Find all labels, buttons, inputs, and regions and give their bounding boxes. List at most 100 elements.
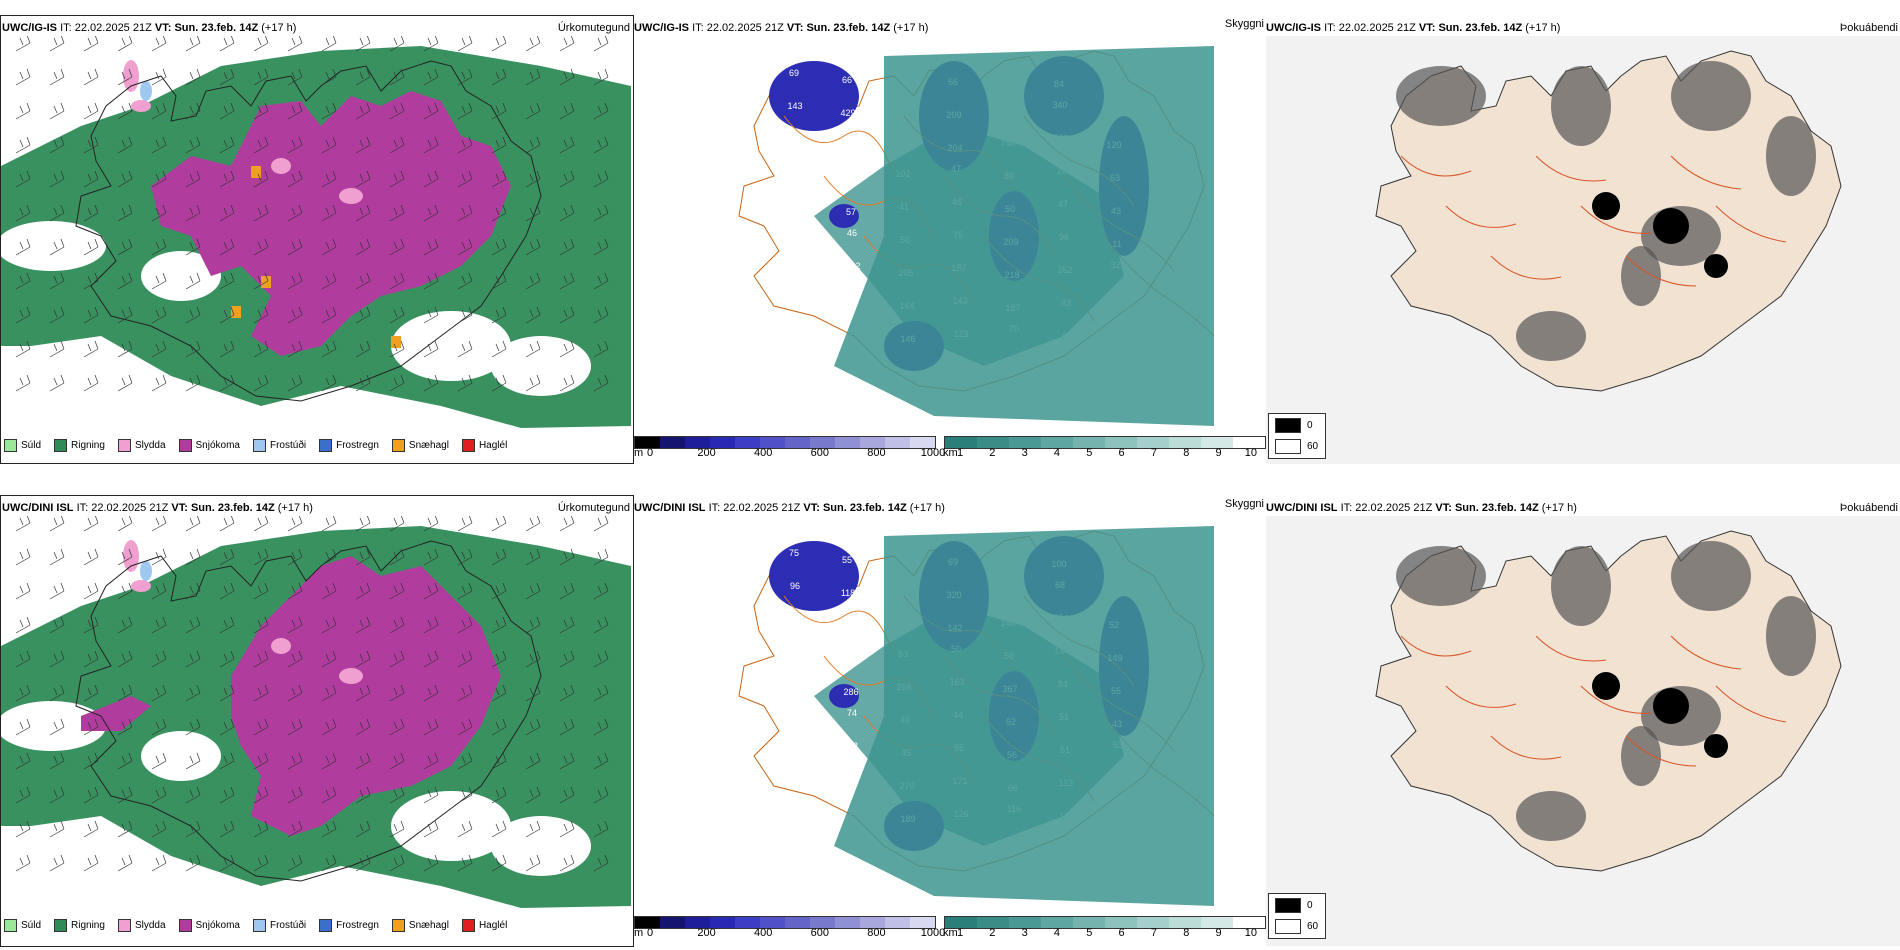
fog-legend-swatch bbox=[1275, 919, 1301, 934]
legend-swatch bbox=[117, 438, 131, 452]
wind-barb bbox=[525, 272, 541, 290]
wind-barb bbox=[15, 516, 31, 532]
wind-barb bbox=[491, 752, 507, 770]
wind-barb bbox=[185, 102, 201, 120]
wind-barb bbox=[457, 102, 473, 120]
wind-barb bbox=[117, 548, 133, 566]
road bbox=[1400, 155, 1472, 177]
scale-color-step bbox=[1041, 917, 1073, 928]
wind-barb bbox=[287, 272, 303, 290]
legend-label: Frostúði bbox=[269, 439, 307, 451]
wind-barb bbox=[117, 272, 133, 290]
wind-barb bbox=[593, 752, 609, 770]
wind-barb bbox=[287, 374, 303, 392]
legend-label: Rigning bbox=[71, 919, 105, 931]
cloud-base-value: 122 bbox=[793, 779, 808, 789]
wind-barb bbox=[389, 718, 405, 736]
wind-barb bbox=[219, 684, 235, 702]
wind-barb bbox=[117, 102, 133, 120]
wind-barb bbox=[593, 136, 609, 154]
legend-item: Slydda bbox=[117, 438, 166, 452]
wind-barb bbox=[457, 718, 473, 736]
clear-area bbox=[491, 816, 591, 876]
cloud-base-value: 429 bbox=[840, 108, 855, 118]
scale-tick-label: 600 bbox=[810, 927, 829, 939]
wind-barb bbox=[185, 272, 201, 290]
wind-barb bbox=[151, 752, 167, 770]
wind-barb bbox=[559, 238, 575, 256]
cloud-base-value: 69 bbox=[789, 68, 799, 78]
wind-barb bbox=[117, 752, 133, 770]
wind-barb bbox=[389, 582, 405, 600]
wind-barb bbox=[491, 136, 507, 154]
wind-barb bbox=[355, 102, 371, 120]
cloud-base-value: 74 bbox=[847, 708, 857, 718]
legend-item: Haglél bbox=[461, 438, 507, 452]
wind-barb bbox=[219, 786, 235, 804]
dense-fog-area bbox=[1592, 192, 1620, 220]
wind-barb bbox=[151, 272, 167, 290]
wind-barb bbox=[355, 306, 371, 324]
cloud-base-value: 118 bbox=[841, 588, 855, 598]
visibility-color-scale bbox=[944, 436, 1266, 449]
fog-area bbox=[1766, 116, 1816, 196]
road bbox=[1625, 735, 1697, 767]
sleet-patch bbox=[339, 668, 363, 684]
fog-index-panel-2: UWC/DINI ISL IT: 22.02.2025 21Z VT: Sun.… bbox=[1266, 485, 1900, 950]
wind-barb bbox=[321, 68, 337, 86]
cloud-base-value: 102 bbox=[788, 614, 803, 624]
legend-item: Snæhagl bbox=[391, 918, 449, 932]
cloud-base-value: 66 bbox=[842, 75, 852, 85]
wind-barb bbox=[151, 854, 167, 872]
wind-barb bbox=[593, 516, 609, 532]
wind-barb bbox=[151, 306, 167, 324]
legend-item: Frostúði bbox=[252, 438, 307, 452]
scale-color-step bbox=[760, 437, 785, 448]
wind-barb bbox=[491, 786, 507, 804]
scale-color-step bbox=[685, 437, 710, 448]
legend-label: Slydda bbox=[134, 439, 166, 451]
wind-barb bbox=[457, 68, 473, 86]
wind-barb bbox=[287, 36, 303, 52]
legend-item: Haglél bbox=[461, 918, 507, 932]
precip-map-svg bbox=[1, 516, 631, 908]
wind-barb bbox=[355, 820, 371, 838]
scale-color-step bbox=[1201, 917, 1233, 928]
wind-barb bbox=[49, 204, 65, 222]
wind-barb bbox=[15, 684, 31, 702]
scale-tick-label: 1000 bbox=[920, 447, 946, 459]
wind-barb bbox=[219, 718, 235, 736]
cloud-base-value: 95 bbox=[845, 174, 855, 184]
scale-tick-label: 400 bbox=[754, 447, 773, 459]
wind-barb bbox=[117, 340, 133, 358]
wind-barb bbox=[321, 136, 337, 154]
wind-barb bbox=[389, 238, 405, 256]
wind-barb bbox=[185, 820, 201, 838]
road bbox=[1715, 685, 1787, 723]
wind-barb bbox=[151, 36, 167, 52]
wind-barb bbox=[491, 854, 507, 872]
wind-barb bbox=[253, 516, 269, 532]
fog-area bbox=[1671, 541, 1751, 611]
scale-tick-label: 7 bbox=[1150, 927, 1157, 939]
road bbox=[1715, 205, 1787, 243]
cloud-base-value: 99 bbox=[797, 332, 807, 342]
wind-barb bbox=[525, 516, 541, 532]
wind-barb bbox=[423, 650, 439, 668]
wind-barb bbox=[83, 854, 99, 872]
wind-barb bbox=[253, 650, 269, 668]
wind-barb bbox=[15, 718, 31, 736]
wind-barb bbox=[559, 820, 575, 838]
road bbox=[1670, 635, 1742, 670]
wind-barb bbox=[219, 238, 235, 256]
clear-area bbox=[141, 251, 221, 301]
wind-barb bbox=[49, 854, 65, 872]
wind-barb bbox=[593, 820, 609, 838]
panel-variable-name: Úrkomutegund bbox=[557, 502, 630, 514]
precip-map bbox=[1, 516, 631, 908]
legend-swatch bbox=[319, 918, 333, 932]
wind-barb bbox=[321, 820, 337, 838]
wind-barb bbox=[15, 170, 31, 188]
wind-barb bbox=[117, 854, 133, 872]
wind-barb bbox=[491, 374, 507, 392]
